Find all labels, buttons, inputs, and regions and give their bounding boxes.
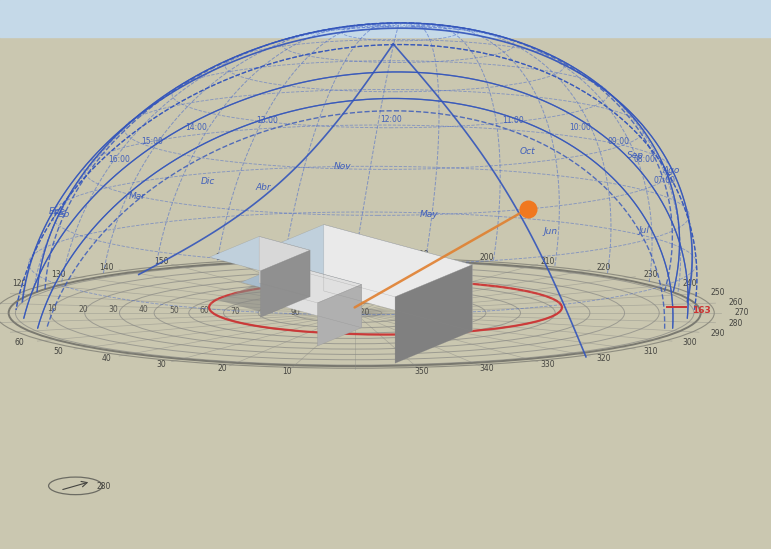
Text: Oct: Oct (520, 147, 536, 156)
Text: 280: 280 (729, 319, 742, 328)
Text: 16:00: 16:00 (108, 155, 130, 164)
Text: Nov: Nov (334, 162, 352, 171)
Text: Feb: Feb (54, 210, 70, 219)
Text: 10: 10 (48, 304, 57, 313)
Text: 09:00: 09:00 (607, 137, 629, 146)
Polygon shape (241, 264, 362, 303)
Text: 30: 30 (157, 360, 167, 369)
Text: 20: 20 (78, 305, 88, 313)
Text: 10:00: 10:00 (569, 124, 591, 132)
Text: 50: 50 (53, 346, 63, 356)
Text: 10: 10 (283, 367, 292, 376)
Text: 20: 20 (217, 365, 227, 373)
Text: 14:00: 14:00 (185, 124, 207, 132)
Text: 240: 240 (682, 279, 697, 288)
Text: 100: 100 (318, 308, 332, 317)
Text: Mar: Mar (129, 192, 146, 200)
Text: Dic: Dic (200, 177, 215, 186)
Text: 60: 60 (15, 338, 25, 347)
Text: 310: 310 (644, 346, 658, 356)
Polygon shape (259, 237, 310, 296)
Text: 110: 110 (338, 308, 352, 317)
Text: 220: 220 (596, 263, 611, 272)
Text: 200: 200 (480, 253, 494, 261)
Text: 40: 40 (139, 305, 149, 315)
Text: 08:00: 08:00 (634, 155, 655, 164)
Text: 250: 250 (711, 288, 726, 297)
Polygon shape (247, 225, 472, 297)
Text: Jun: Jun (544, 227, 557, 236)
Text: 270: 270 (734, 309, 749, 317)
Text: 260: 260 (729, 298, 742, 307)
Text: Sep: Sep (628, 152, 645, 160)
Text: Jul: Jul (639, 226, 650, 234)
Text: 07:00: 07:00 (653, 176, 675, 186)
Text: 90: 90 (291, 307, 301, 317)
Polygon shape (261, 250, 310, 317)
Text: 280: 280 (96, 482, 110, 491)
Text: 290: 290 (711, 329, 726, 338)
Text: 160: 160 (215, 253, 230, 261)
Text: 130: 130 (51, 270, 66, 279)
Text: Abr: Abr (256, 183, 271, 192)
Text: 30: 30 (109, 305, 118, 314)
Text: 210: 210 (540, 257, 555, 266)
Text: 150: 150 (154, 257, 169, 266)
Text: 170: 170 (280, 250, 295, 259)
Text: 40: 40 (101, 354, 111, 363)
Text: 60: 60 (200, 306, 210, 315)
Polygon shape (395, 265, 472, 363)
Text: May: May (419, 210, 438, 219)
Text: 70: 70 (230, 307, 240, 316)
Text: 120: 120 (12, 279, 27, 288)
Text: Ene: Ene (49, 208, 66, 216)
Text: 340: 340 (480, 365, 494, 373)
Text: 350: 350 (415, 367, 429, 376)
Polygon shape (324, 225, 472, 331)
Polygon shape (217, 283, 310, 314)
Text: 12:00: 12:00 (380, 115, 402, 124)
Polygon shape (210, 237, 310, 271)
Text: Ago: Ago (663, 166, 680, 175)
Text: 230: 230 (644, 270, 658, 279)
Text: 80: 80 (261, 307, 270, 316)
Bar (0, 0, 771, 37)
Text: 180: 180 (348, 249, 362, 258)
Text: 190: 190 (415, 250, 429, 259)
Text: 330: 330 (540, 360, 555, 369)
Text: 15:00: 15:00 (141, 137, 163, 146)
Text: 13:00: 13:00 (256, 116, 278, 125)
Text: 50: 50 (170, 306, 179, 315)
Text: 120: 120 (355, 309, 369, 317)
Text: 300: 300 (682, 338, 697, 347)
Text: 140: 140 (99, 263, 113, 272)
Polygon shape (285, 264, 362, 328)
Text: 320: 320 (596, 354, 611, 363)
Text: 163: 163 (692, 306, 710, 315)
Text: 11:00: 11:00 (503, 116, 524, 125)
Polygon shape (318, 284, 362, 346)
